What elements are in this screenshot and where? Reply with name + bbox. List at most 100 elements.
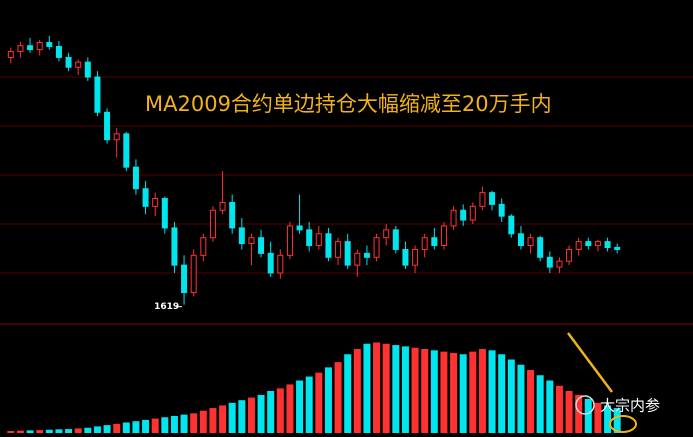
volume-bar bbox=[132, 421, 140, 433]
candle-body bbox=[363, 252, 370, 258]
chart-title: MA2009合约单边持仓大幅缩减至20万手内 bbox=[145, 92, 552, 116]
candle-body bbox=[325, 233, 332, 258]
candle-body bbox=[335, 241, 342, 258]
volume-bar bbox=[257, 394, 265, 433]
candle-body bbox=[585, 241, 592, 247]
volume-bar bbox=[315, 372, 323, 433]
volume-bar bbox=[440, 351, 448, 433]
volume-bar bbox=[7, 431, 15, 433]
candle-body bbox=[286, 225, 293, 256]
volume-bar bbox=[546, 380, 554, 433]
volume-bar bbox=[103, 425, 111, 433]
candle-body bbox=[315, 233, 322, 247]
volume-bar bbox=[575, 394, 583, 433]
candle-body bbox=[479, 192, 486, 207]
candle-body bbox=[517, 233, 524, 247]
volume-bar bbox=[324, 367, 332, 433]
volume-bar bbox=[469, 351, 477, 433]
candle-body bbox=[7, 51, 14, 58]
volume-bar bbox=[228, 402, 236, 433]
candle-body bbox=[238, 227, 245, 245]
candle-body bbox=[594, 241, 601, 247]
candle-body bbox=[181, 264, 188, 294]
candle-body bbox=[219, 201, 226, 211]
candle-body bbox=[258, 237, 265, 254]
volume-bar bbox=[36, 430, 44, 433]
volume-bar bbox=[488, 350, 496, 433]
candle-body bbox=[123, 133, 130, 168]
candle-body bbox=[537, 237, 544, 258]
volume-bar bbox=[238, 400, 246, 433]
volume-bar bbox=[74, 428, 82, 433]
volume-bar bbox=[421, 349, 429, 433]
candle-body bbox=[604, 241, 611, 249]
candle-body bbox=[27, 45, 34, 51]
volume-bar bbox=[142, 419, 150, 433]
volume-bar bbox=[286, 384, 294, 433]
volume-bar bbox=[219, 405, 227, 433]
low-annotation: 1619 bbox=[154, 302, 179, 312]
candle-body bbox=[566, 248, 573, 262]
volume-bar bbox=[65, 429, 73, 433]
volume-bar bbox=[527, 370, 535, 433]
volume-bar bbox=[209, 408, 217, 433]
volume-bar bbox=[122, 422, 130, 433]
candle-body bbox=[344, 241, 351, 266]
volume-bar bbox=[430, 350, 438, 433]
volume-bar bbox=[498, 354, 506, 433]
candle-body bbox=[421, 237, 428, 250]
candle-body bbox=[152, 198, 159, 207]
volume-bar bbox=[334, 362, 342, 433]
volume-bar bbox=[382, 343, 390, 433]
candle-body bbox=[460, 209, 467, 221]
candle-body bbox=[36, 42, 43, 51]
candle-body bbox=[527, 237, 534, 247]
candle-body bbox=[556, 260, 563, 268]
volume-bar bbox=[113, 423, 121, 433]
candle-body bbox=[296, 225, 303, 231]
candle-body bbox=[132, 166, 139, 190]
volume-bar bbox=[16, 430, 24, 433]
candle-body bbox=[229, 201, 236, 229]
candle-body bbox=[94, 76, 101, 113]
highlight-circle bbox=[609, 415, 637, 433]
candle-body bbox=[469, 205, 476, 221]
volume-bar bbox=[392, 345, 400, 433]
candle-body bbox=[277, 254, 284, 274]
volume-bar bbox=[584, 398, 592, 433]
candle-body bbox=[354, 252, 361, 266]
volume-bar bbox=[55, 429, 63, 433]
volume-bar bbox=[459, 354, 467, 433]
candle-body bbox=[431, 237, 438, 247]
volume-bar bbox=[478, 349, 486, 433]
candle-body bbox=[161, 198, 168, 229]
volume-bar bbox=[536, 375, 544, 433]
candle-body bbox=[142, 188, 149, 207]
volume-bar bbox=[276, 388, 284, 433]
candle-body bbox=[306, 229, 313, 247]
volume-bar bbox=[26, 430, 34, 433]
candle-body bbox=[402, 248, 409, 266]
volume-bar bbox=[305, 376, 313, 433]
volume-bar bbox=[401, 346, 409, 433]
candle-body bbox=[508, 215, 515, 235]
volume-bar bbox=[151, 418, 159, 433]
volume-bar bbox=[170, 415, 178, 433]
candle-body bbox=[200, 237, 207, 256]
candle-body bbox=[392, 229, 399, 250]
candle-body bbox=[209, 209, 216, 239]
volume-bar bbox=[363, 343, 371, 433]
watermark-icon bbox=[575, 395, 595, 415]
volume-bar bbox=[247, 397, 255, 433]
candle-body bbox=[575, 241, 582, 250]
candle-body bbox=[190, 254, 197, 294]
volume-bar bbox=[84, 427, 92, 433]
volume-bar bbox=[199, 410, 207, 433]
volume-bar bbox=[267, 391, 275, 433]
volume-bar bbox=[594, 402, 602, 433]
volume-bar bbox=[353, 349, 361, 433]
candle-body bbox=[104, 111, 111, 141]
candle-body bbox=[65, 56, 72, 68]
